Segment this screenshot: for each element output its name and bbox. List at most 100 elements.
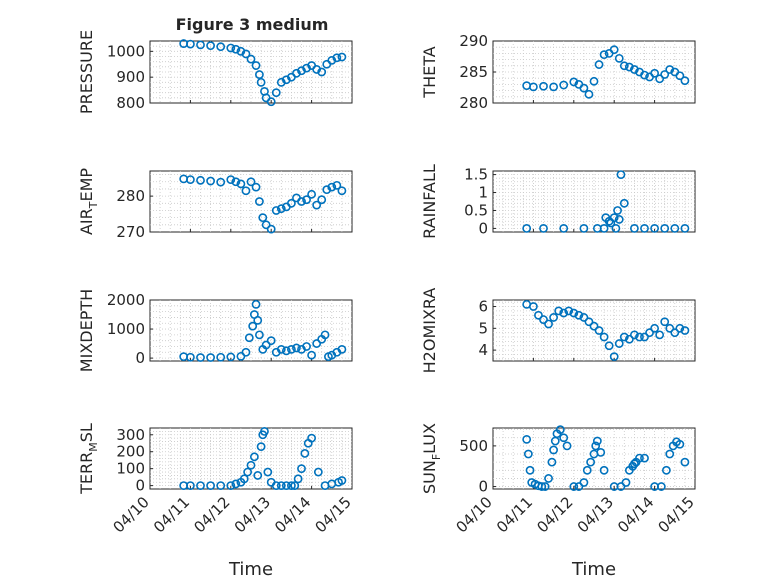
- y-tick-label: 900: [116, 68, 145, 86]
- data-point: [624, 62, 634, 72]
- data-point: [609, 352, 619, 362]
- data-point: [645, 328, 654, 338]
- data-point: [261, 220, 271, 230]
- y-tick-label: 800: [116, 94, 145, 112]
- y-tick-label: 500: [459, 437, 488, 455]
- data-point: [253, 315, 263, 325]
- data-point: [613, 206, 622, 215]
- data-point: [635, 453, 644, 463]
- data-point: [246, 460, 256, 470]
- data-point: [246, 177, 256, 187]
- y-axis-label: TERRMSL: [77, 423, 100, 495]
- data-point: [525, 465, 535, 475]
- y-axis-label: PRESSURE: [77, 30, 96, 114]
- data-point: [271, 481, 281, 491]
- data-point: [614, 339, 624, 348]
- subplot-3: 270 280 AIRTEMP: [77, 168, 353, 241]
- data-point: [244, 333, 254, 343]
- data-point: [594, 326, 604, 335]
- data-point: [263, 467, 273, 477]
- data-point: [574, 310, 584, 320]
- data-point: [544, 319, 553, 329]
- data-point: [322, 185, 332, 195]
- data-point: [619, 332, 629, 342]
- data-point: [555, 425, 565, 435]
- data-point: [665, 65, 675, 74]
- data-point: [670, 328, 680, 338]
- data-point: [660, 317, 670, 327]
- data-point: [231, 177, 241, 187]
- data-point: [337, 52, 347, 62]
- data-point: [529, 302, 538, 311]
- data-point: [243, 467, 253, 477]
- data-point: [196, 353, 205, 362]
- data-point: [529, 82, 538, 92]
- data-point: [317, 67, 327, 77]
- data-point: [260, 426, 269, 436]
- data-point: [599, 465, 609, 475]
- data-point: [249, 452, 259, 462]
- data-point: [271, 206, 281, 215]
- x-axis-label-left: Time: [228, 559, 273, 580]
- y-tick-label: 100: [116, 460, 145, 478]
- data-point: [640, 453, 649, 463]
- data-point: [337, 186, 347, 196]
- data-point: [266, 97, 276, 107]
- data-point: [251, 299, 261, 309]
- data-point: [635, 332, 644, 342]
- subplot-2: 280 285 290 THETA: [420, 32, 696, 112]
- data-point: [579, 224, 589, 233]
- data-point: [302, 342, 311, 351]
- subplot-4: 00.511.5 RAINFALL: [420, 164, 696, 239]
- data-point: [609, 213, 619, 223]
- data-point: [292, 343, 301, 353]
- series-1: [522, 170, 690, 233]
- y-tick-label: 300: [116, 426, 145, 444]
- data-point: [660, 70, 670, 79]
- data-point: [579, 478, 589, 487]
- data-point: [569, 482, 579, 491]
- y-tick-label: 0: [135, 349, 145, 367]
- data-point: [261, 340, 271, 350]
- y-axis-label: AIRTEMP: [77, 168, 100, 235]
- data-point: [185, 481, 195, 491]
- data-point: [680, 457, 690, 467]
- data-point: [640, 70, 649, 80]
- y-tick-label: 280: [459, 94, 488, 112]
- data-point: [589, 76, 599, 86]
- y-tick-label: 6: [478, 298, 488, 316]
- data-point: [640, 332, 649, 342]
- data-point: [596, 447, 606, 457]
- data-point: [661, 465, 671, 475]
- data-point: [241, 49, 251, 59]
- data-point: [611, 224, 621, 233]
- data-point: [313, 467, 323, 477]
- grid: [150, 171, 352, 232]
- data-point: [655, 330, 665, 340]
- data-point: [185, 352, 195, 362]
- y-tick-label: 0: [478, 478, 488, 496]
- data-point: [640, 224, 649, 233]
- data-point: [290, 481, 300, 491]
- data-point: [312, 200, 322, 210]
- x-axis-label-right: Time: [571, 559, 616, 580]
- data-point: [317, 195, 327, 205]
- data-point: [337, 344, 347, 354]
- data-point: [579, 83, 589, 93]
- subplot-5: 0 1000 2000 MIXDEPTH: [77, 289, 353, 372]
- data-point: [185, 175, 195, 185]
- figure-title: Figure 3 medium: [176, 15, 329, 34]
- data-point: [276, 204, 286, 214]
- data-point: [624, 334, 634, 344]
- grid: [150, 428, 352, 489]
- data-point: [246, 54, 256, 64]
- y-tick-label: 285: [459, 63, 488, 81]
- series-1: [522, 299, 690, 362]
- data-point: [537, 482, 547, 491]
- data-point: [251, 61, 261, 70]
- y-tick-label: 2000: [107, 291, 145, 309]
- grid: [493, 171, 695, 232]
- data-point: [559, 308, 569, 318]
- data-point: [675, 439, 685, 449]
